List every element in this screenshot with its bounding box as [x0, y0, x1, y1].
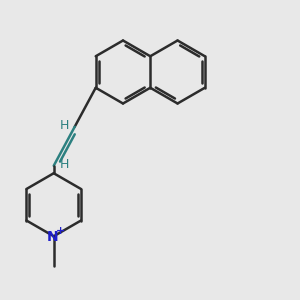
- Text: N: N: [46, 230, 58, 244]
- Text: +: +: [56, 226, 65, 236]
- Text: H: H: [59, 158, 69, 171]
- Text: H: H: [59, 119, 69, 132]
